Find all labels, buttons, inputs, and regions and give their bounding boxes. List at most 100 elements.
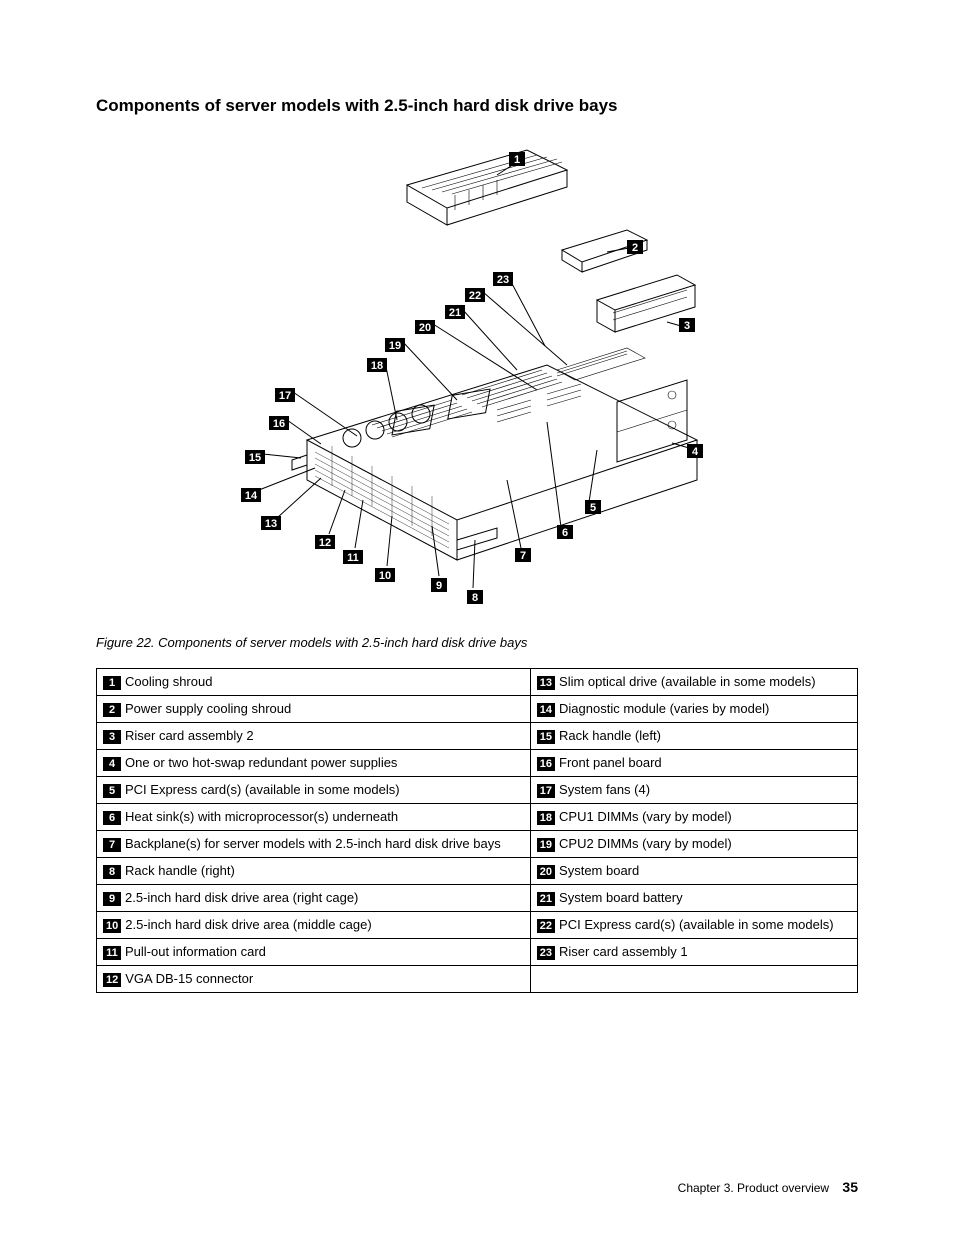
callout-badge: 16 [537, 757, 555, 771]
table-cell: 23Riser card assembly 1 [530, 939, 857, 966]
component-table: 1 Cooling shroud 13 Slim optical drive (ava… [96, 668, 858, 993]
footer-page-number: 35 [842, 1179, 858, 1195]
table-cell: 14 Diagnostic module (varies by model) [530, 696, 857, 723]
diagram-callout-number: 14 [245, 490, 258, 502]
diagram-callout-number: 18 [371, 360, 383, 372]
callout-badge: 23 [537, 946, 555, 960]
callout-badge: 15 [537, 730, 555, 744]
component-label: PCI Express card(s) (available in some m… [125, 782, 400, 797]
callout-badge: 5 [103, 784, 121, 798]
component-label: CPU2 DIMMs (vary by model) [559, 836, 732, 851]
callout-badge: 13 [537, 676, 555, 690]
table-cell: 13 Slim optical drive (available in some … [530, 669, 857, 696]
component-label: Rack handle (right) [125, 863, 235, 878]
server-exploded-diagram: 1234567891011121314151617181920212223 [197, 140, 757, 620]
diagram-callout-number: 21 [449, 307, 461, 319]
figure-number: Figure 22. [96, 635, 155, 650]
table-row: 10 2.5-inch hard disk drive area (middle … [97, 912, 858, 939]
table-cell: 16 Front panel board [530, 750, 857, 777]
diagram-callout-number: 19 [389, 340, 401, 352]
callout-badge: 12 [103, 973, 121, 987]
table-cell: 9 2.5-inch hard disk drive area (right ca… [97, 885, 531, 912]
table-row: 3Riser card assembly 215Rack handle (lef… [97, 723, 858, 750]
diagram-callout-number: 2 [632, 242, 638, 254]
diagram-callout-number: 13 [265, 518, 277, 530]
callout-badge: 18 [537, 811, 555, 825]
table-cell: 1 Cooling shroud [97, 669, 531, 696]
callout-badge: 7 [103, 838, 121, 852]
callout-badge: 8 [103, 865, 121, 879]
table-cell: 18 CPU1 DIMMs (vary by model) [530, 804, 857, 831]
component-label: Slim optical drive (available in some mo… [559, 674, 816, 689]
table-cell [530, 966, 857, 993]
component-label: 2.5-inch hard disk drive area (right cag… [125, 890, 358, 905]
diagram-callout-number: 7 [520, 550, 526, 562]
figure-caption-text: Components of server models with 2.5-inc… [158, 635, 527, 650]
table-row: 9 2.5-inch hard disk drive area (right ca… [97, 885, 858, 912]
component-label: Power supply cooling shroud [125, 701, 291, 716]
table-cell: 10 2.5-inch hard disk drive area (middle … [97, 912, 531, 939]
component-label: Pull-out information card [125, 944, 266, 959]
callout-badge: 1 [103, 676, 121, 690]
component-label: System board battery [559, 890, 683, 905]
callout-badge: 11 [103, 946, 121, 960]
component-label: System fans (4) [559, 782, 650, 797]
table-row: 8 Rack handle (right) 20 System board [97, 858, 858, 885]
table-cell: 2Power supply cooling shroud [97, 696, 531, 723]
diagram-callout-number: 16 [273, 418, 285, 430]
diagram-callout-number: 20 [419, 322, 431, 334]
diagram-callout-number: 1 [514, 154, 520, 166]
table-cell: 15 Rack handle (left) [530, 723, 857, 750]
callout-badge: 4 [103, 757, 121, 771]
component-label: Front panel board [559, 755, 662, 770]
table-row: 6 Heat sink(s) with microprocessor(s) und… [97, 804, 858, 831]
callout-badge: 6 [103, 811, 121, 825]
component-label: Backplane(s) for server models with 2.5-… [125, 836, 501, 851]
component-label: One or two hot-swap redundant power supp… [125, 755, 397, 770]
callout-badge: 17 [537, 784, 555, 798]
table-cell: 6 Heat sink(s) with microprocessor(s) und… [97, 804, 531, 831]
callout-badge: 14 [537, 703, 555, 717]
table-cell: 17 System fans (4) [530, 777, 857, 804]
callout-badge: 21 [537, 892, 555, 906]
diagram-callout-number: 10 [379, 570, 391, 582]
component-label: Heat sink(s) with microprocessor(s) unde… [125, 809, 398, 824]
diagram-callout-number: 12 [319, 537, 331, 549]
callout-badge: 9 [103, 892, 121, 906]
diagram-callout-number: 8 [472, 592, 478, 604]
component-label: VGA DB-15 connector [125, 971, 253, 986]
table-cell: 4 One or two hot-swap redundant power sup… [97, 750, 531, 777]
diagram-callout-number: 9 [436, 580, 442, 592]
callout-badge: 19 [537, 838, 555, 852]
footer-chapter: Chapter 3. Product overview [678, 1181, 829, 1195]
callout-badge: 3 [103, 730, 121, 744]
callout-badge: 22 [537, 919, 555, 933]
component-label: 2.5-inch hard disk drive area (middle ca… [125, 917, 371, 932]
table-cell: 19 CPU2 DIMMs (vary by model) [530, 831, 857, 858]
table-cell: 8 Rack handle (right) [97, 858, 531, 885]
table-row: 1 Cooling shroud 13 Slim optical drive (ava… [97, 669, 858, 696]
component-label: Diagnostic module (varies by model) [559, 701, 769, 716]
table-cell: 21 System board battery [530, 885, 857, 912]
table-row: 11 Pull-out information card 23Riser card … [97, 939, 858, 966]
diagram-callout-number: 17 [279, 390, 291, 402]
table-cell: 22PCI Express card(s) (available in some… [530, 912, 857, 939]
figure: 1234567891011121314151617181920212223 [96, 140, 858, 625]
table-row: 2Power supply cooling shroud 14 Diagnostic… [97, 696, 858, 723]
component-label: System board [559, 863, 639, 878]
callout-badge: 10 [103, 919, 121, 933]
table-row: 5 PCI Express card(s) (available in some … [97, 777, 858, 804]
diagram-callout-number: 5 [590, 502, 596, 514]
component-label: Cooling shroud [125, 674, 212, 689]
table-cell: 12 VGA DB-15 connector [97, 966, 531, 993]
diagram-callout-number: 23 [497, 274, 509, 286]
table-cell: 7 Backplane(s) for server models with 2.5… [97, 831, 531, 858]
table-row: 7 Backplane(s) for server models with 2.5… [97, 831, 858, 858]
diagram-callout-number: 22 [469, 290, 481, 302]
callout-badge: 20 [537, 865, 555, 879]
diagram-callout-number: 11 [347, 552, 359, 564]
diagram-callout-number: 4 [692, 446, 699, 458]
component-label: CPU1 DIMMs (vary by model) [559, 809, 732, 824]
page-footer: Chapter 3. Product overview 35 [678, 1179, 858, 1195]
component-label: Rack handle (left) [559, 728, 661, 743]
